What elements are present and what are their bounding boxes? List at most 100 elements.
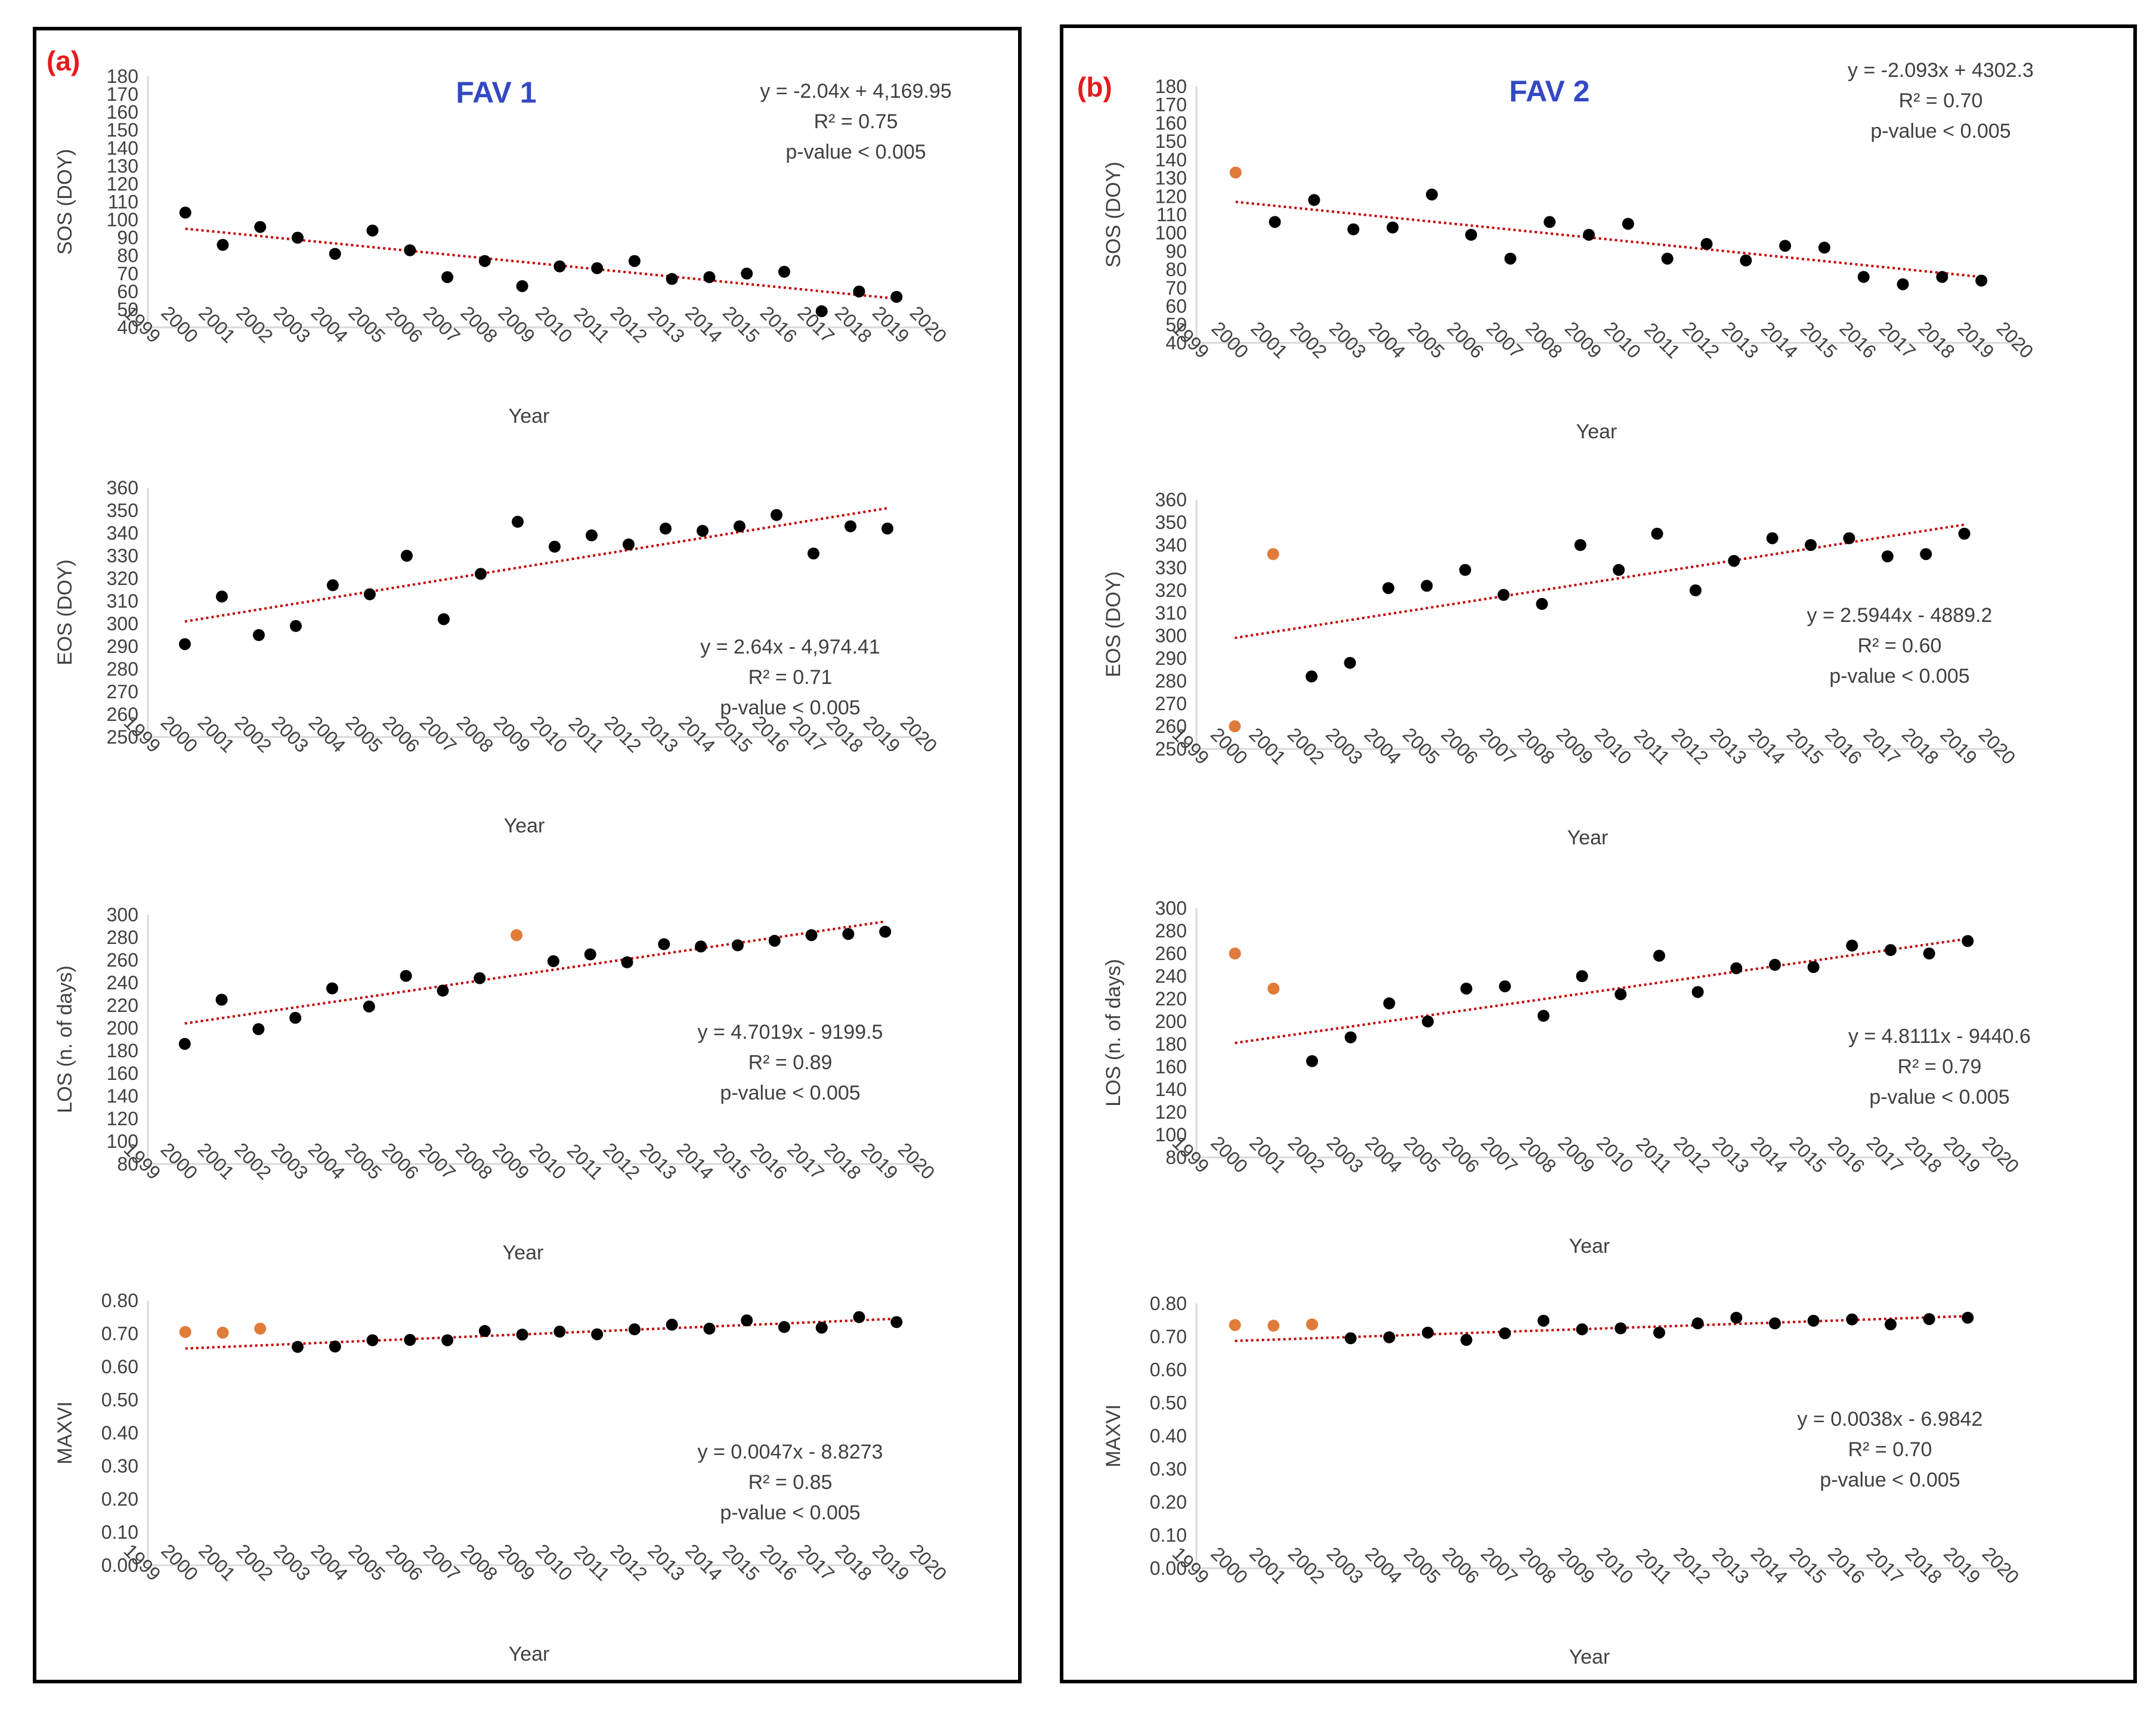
- y-axis-title: MAXVI: [54, 1401, 76, 1465]
- x-tick-label: 2011: [570, 303, 614, 347]
- y-tick-label: 180: [1155, 76, 1187, 97]
- x-tick-label: 2007: [1482, 317, 1527, 363]
- y-tick-label: 0.50: [1150, 1392, 1187, 1414]
- x-tick-label: 2018: [831, 1540, 876, 1585]
- data-point: [621, 956, 633, 968]
- y-tick-label: 70: [117, 263, 138, 284]
- data-point: [1728, 555, 1740, 567]
- y-tick-label: 90: [1165, 240, 1187, 262]
- x-tick-label: 2013: [1708, 1132, 1753, 1177]
- data-point: [1499, 1327, 1511, 1339]
- data-point: [1769, 1317, 1781, 1330]
- x-tick-label: 2015: [1783, 723, 1828, 769]
- x-tick-label: 2002: [1286, 317, 1331, 363]
- y-tick-label: 240: [107, 972, 138, 993]
- data-point: [438, 613, 450, 626]
- x-axis-title: Year: [509, 405, 550, 428]
- x-tick-label: 2012: [601, 711, 646, 757]
- data-point: [1460, 982, 1473, 995]
- data-point: [516, 280, 528, 292]
- data-point: [1975, 274, 1988, 287]
- data-point: [1730, 962, 1743, 974]
- x-axis-title: Year: [1569, 1235, 1610, 1258]
- y-tick-label: 280: [107, 658, 138, 680]
- data-point: [441, 271, 454, 283]
- data-point: [1807, 1314, 1820, 1327]
- data-point: [1923, 948, 1935, 959]
- x-tick-label: 2013: [1718, 317, 1763, 363]
- regression-r2: R² = 0.70: [1848, 1438, 1932, 1461]
- data-point: [1421, 580, 1433, 592]
- x-tick-label: 2002: [1284, 1543, 1329, 1588]
- data-point: [881, 522, 893, 535]
- data-point: [252, 1023, 265, 1035]
- y-tick-label: 130: [1155, 168, 1187, 189]
- x-tick-label: 2014: [1757, 317, 1802, 363]
- panel-b: (b) FAV 2 405060708090100110120130140150…: [1060, 24, 2137, 1683]
- data-point: [289, 1011, 302, 1024]
- data-point: [1583, 228, 1595, 241]
- x-tick-label: 2015: [1796, 317, 1842, 363]
- data-point: [1740, 254, 1752, 267]
- data-point: [778, 265, 790, 278]
- x-tick-label: 2000: [157, 711, 202, 757]
- y-tick-label: 300: [107, 613, 138, 634]
- x-tick-label: 2010: [1592, 1543, 1638, 1588]
- data-point: [215, 993, 228, 1006]
- x-tick-label: 2011: [563, 1140, 607, 1184]
- data-point: [697, 525, 709, 537]
- panel-b-chart-0: 4050607080901001101201301401501601701801…: [1102, 59, 2038, 443]
- data-point: [1958, 528, 1971, 540]
- x-tick-label: 2010: [527, 711, 572, 757]
- x-tick-label: 2013: [638, 711, 683, 757]
- data-point: [179, 638, 191, 651]
- y-tick-label: 40: [1165, 332, 1187, 354]
- y-axis-title: LOS (n. of days): [54, 965, 76, 1113]
- panel-b-frame: [1060, 24, 2137, 1683]
- x-tick-label: 2014: [681, 302, 726, 347]
- x-tick-label: 2010: [1592, 1132, 1638, 1177]
- data-point: [815, 305, 828, 317]
- data-point: [549, 540, 561, 553]
- data-point: [1653, 949, 1665, 962]
- x-tick-label: 2011: [564, 713, 608, 757]
- x-tick-label: 2016: [1824, 1543, 1869, 1588]
- data-point: [1383, 1331, 1396, 1343]
- data-point: [658, 938, 670, 951]
- data-point: [1730, 1311, 1743, 1324]
- x-tick-label: 2014: [1744, 723, 1789, 769]
- data-point: [1622, 218, 1634, 230]
- data-point: [1846, 939, 1858, 952]
- data-point: [703, 271, 716, 283]
- y-axis-title: EOS (DOY): [1102, 571, 1125, 677]
- y-tick-label: 110: [108, 191, 138, 213]
- data-point: [1614, 988, 1627, 1001]
- data-point: [478, 1325, 491, 1338]
- x-tick-label: 2001: [193, 1138, 239, 1184]
- x-tick-label: 2004: [1360, 723, 1406, 769]
- x-tick-label: 2009: [1561, 317, 1606, 363]
- x-tick-label: 2003: [1325, 317, 1371, 363]
- y-axis-title: SOS (DOY): [1102, 162, 1125, 268]
- y-tick-label: 360: [107, 477, 138, 499]
- data-point: [805, 929, 818, 942]
- x-tick-label: 2004: [307, 302, 352, 347]
- x-tick-label: 2000: [1207, 723, 1252, 769]
- x-tick-label: 2013: [644, 302, 689, 347]
- data-point: [1661, 252, 1674, 265]
- data-point: [1885, 944, 1897, 956]
- panel-b-chart-3: 0.000.100.200.300.400.500.600.700.801999…: [1102, 1293, 2024, 1668]
- x-tick-label: 2016: [756, 302, 802, 347]
- data-point: [1269, 216, 1281, 228]
- panel-b-chart-2: 8010012014016018020022024026028030019992…: [1102, 897, 2031, 1258]
- x-tick-label: 2014: [673, 1138, 718, 1184]
- y-tick-label: 310: [1155, 602, 1187, 624]
- y-tick-label: 340: [107, 522, 138, 544]
- data-point: [1538, 1010, 1549, 1022]
- y-tick-label: 290: [107, 636, 138, 657]
- data-point: [1885, 1318, 1897, 1330]
- regression-equation: y = 4.8111x - 9440.6: [1848, 1025, 2031, 1048]
- y-tick-label: 0.30: [1150, 1459, 1187, 1480]
- data-point: [1498, 589, 1510, 601]
- data-point: [768, 934, 781, 947]
